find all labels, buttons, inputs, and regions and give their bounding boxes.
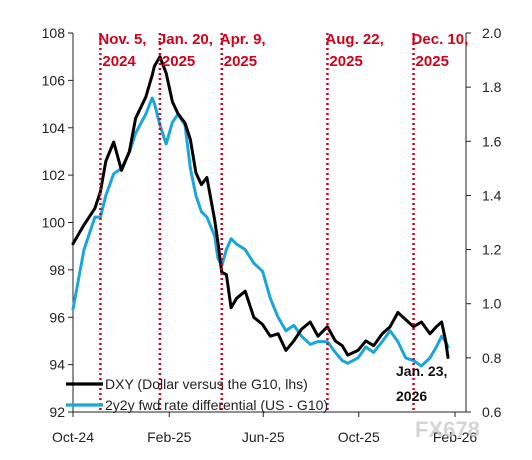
- left-tick-label: 96: [49, 309, 65, 325]
- left-tick-label: 92: [49, 404, 65, 420]
- right-tick-label: 1.2: [482, 242, 502, 258]
- left-tick-label: 100: [42, 215, 66, 231]
- right-tick-label: 2.0: [482, 25, 502, 41]
- right-tick-label: 0.8: [482, 350, 502, 366]
- left-tick-label: 108: [42, 25, 66, 41]
- legend: DXY (Dollar versus the G10, lhs) 2y2y fw…: [66, 376, 328, 413]
- x-tick-label: Feb-26: [433, 429, 478, 445]
- event-label-line2: 2025: [224, 53, 257, 70]
- x-tick-label: Oct-24: [52, 429, 94, 445]
- right-axis-ticks: 0.6 0.8 1.0 1.2 1.4 1.6 1.8 2.0: [466, 25, 502, 420]
- event-label-line1: Nov. 5,: [98, 31, 146, 48]
- legend-label-differential: 2y2y fwd rate differential (US - G10): [105, 397, 328, 413]
- event-label-line1: Jan. 20,: [158, 31, 213, 48]
- right-tick-label: 1.4: [482, 187, 502, 203]
- right-tick-label: 1.8: [482, 79, 502, 95]
- event-markers: Nov. 5, 2024 Jan. 20, 2025 Apr. 9, 2025 Aug. 2…: [98, 31, 468, 412]
- event-label-line1: Aug. 22,: [325, 31, 383, 48]
- event-label-line2: 2025: [162, 53, 195, 70]
- end-date-annotation: Jan. 23, 2026: [396, 363, 447, 404]
- left-tick-label: 102: [42, 167, 66, 183]
- event-label-line2: 2024: [102, 53, 136, 70]
- left-tick-label: 106: [42, 72, 66, 88]
- event-label-line1: Dec. 10,: [412, 31, 469, 48]
- x-tick-label: Feb-25: [147, 429, 192, 445]
- rate-differential-line: [71, 96, 450, 368]
- dxy-line: [71, 55, 450, 359]
- series-lines: [71, 55, 450, 368]
- left-tick-label: 98: [49, 262, 65, 278]
- right-tick-label: 1.0: [482, 296, 502, 312]
- right-tick-label: 0.6: [482, 404, 502, 420]
- left-tick-label: 94: [49, 357, 65, 373]
- annotation-line2: 2026: [396, 388, 427, 404]
- left-axis-ticks: 92 94 96 98 100 102 104 106 108: [42, 25, 73, 420]
- event-label-line2: 2025: [329, 53, 362, 70]
- watermark: FX678: [415, 417, 480, 442]
- x-tick-label: Oct-25: [338, 429, 380, 445]
- right-tick-label: 1.6: [482, 133, 502, 149]
- event-label-line2: 2025: [416, 53, 449, 70]
- annotation-line1: Jan. 23,: [396, 363, 447, 379]
- x-tick-label: Jun-25: [242, 429, 285, 445]
- event-label-line1: Apr. 9,: [220, 31, 266, 48]
- legend-label-dxy: DXY (Dollar versus the G10, lhs): [105, 376, 308, 392]
- left-tick-label: 104: [42, 120, 66, 136]
- axes: [72, 33, 467, 413]
- x-axis-ticks: Oct-24 Feb-25 Jun-25 Oct-25 Feb-26: [52, 412, 477, 445]
